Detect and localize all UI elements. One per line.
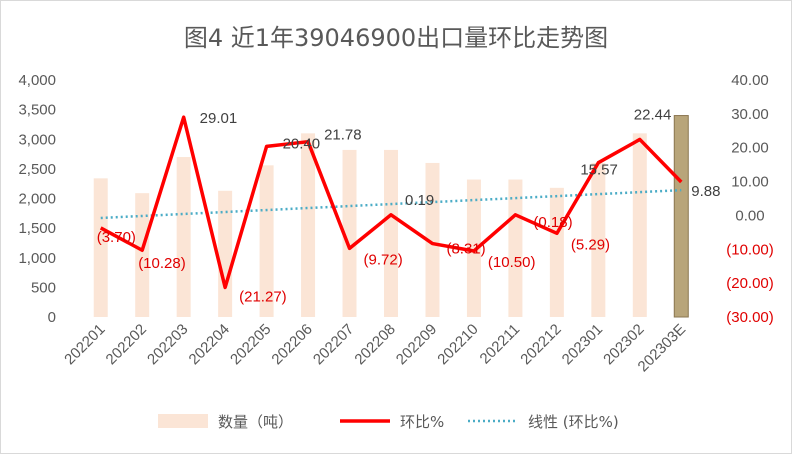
bar-202303E bbox=[673, 115, 689, 318]
bar-202302 bbox=[632, 133, 647, 317]
right-axis: (30.00) (20.00) (10.00) 0.00 10.00 20.00 30.00… bbox=[726, 72, 774, 326]
left-tick-label: 2,000 bbox=[18, 191, 56, 208]
x-tick-label: 202209 bbox=[393, 321, 440, 368]
data-label-202201: (3.70) bbox=[97, 229, 136, 246]
x-tick-label: 202211 bbox=[477, 321, 524, 368]
data-label-202301: 15.57 bbox=[580, 162, 618, 179]
trendline-series bbox=[100, 188, 682, 220]
left-tick-label: 500 bbox=[31, 279, 56, 296]
right-tick-label: 0.00 bbox=[735, 207, 764, 224]
left-tick-label: 0 bbox=[48, 309, 56, 326]
legend-trend-label: 线性 (环比%) bbox=[528, 413, 619, 431]
x-tick-label: 202208 bbox=[351, 321, 398, 368]
data-label-202212: (5.29) bbox=[571, 236, 610, 253]
right-tick-label: 30.00 bbox=[731, 106, 769, 123]
legend-bar-label: 数量（吨） bbox=[218, 413, 293, 431]
bar-202204 bbox=[218, 190, 233, 317]
x-tick-label: 202207 bbox=[310, 321, 357, 368]
data-label-202206: 21.78 bbox=[324, 127, 362, 144]
left-axis: 0 500 1,000 1,500 2,000 2,500 3,000 3,500 4,000 bbox=[18, 72, 56, 326]
x-tick-label: 202301 bbox=[559, 321, 606, 368]
left-tick-label: 3,000 bbox=[18, 131, 56, 148]
x-tick-label: 202201 bbox=[61, 321, 108, 368]
left-tick-label: 4,000 bbox=[18, 72, 56, 89]
x-axis: 2022012022022022032022042022052022062022… bbox=[61, 321, 689, 375]
x-tick-label: 202212 bbox=[517, 321, 564, 368]
bar-202201 bbox=[93, 178, 108, 317]
bar-202203 bbox=[176, 157, 191, 317]
data-label-202207: (9.72) bbox=[364, 251, 403, 268]
legend: 数量（吨） 环比% 线性 (环比%) bbox=[158, 413, 619, 431]
trendline bbox=[100, 188, 682, 220]
data-label-202203: 29.01 bbox=[200, 110, 238, 127]
right-tick-label: (10.00) bbox=[726, 241, 774, 258]
data-label-202211: (0.18) bbox=[533, 214, 572, 231]
right-tick-label: 10.00 bbox=[731, 174, 769, 191]
x-tick-label: 202205 bbox=[227, 321, 274, 368]
chart-title: 图4 近1年39046900出口量环比走势图 bbox=[184, 24, 608, 52]
data-label-202208: 0.19 bbox=[405, 192, 434, 209]
right-tick-label: 40.00 bbox=[731, 72, 769, 89]
line-series bbox=[99, 115, 683, 290]
x-tick-label: 202202 bbox=[103, 321, 150, 368]
left-tick-label: 2,500 bbox=[18, 161, 56, 178]
bar-202202 bbox=[135, 193, 150, 317]
x-tick-label: 202204 bbox=[186, 321, 233, 368]
left-tick-label: 1,000 bbox=[18, 250, 56, 267]
left-tick-label: 1,500 bbox=[18, 220, 56, 237]
bar-202205 bbox=[259, 165, 274, 317]
data-label-202303E: 9.88 bbox=[691, 183, 720, 200]
bar-series bbox=[93, 115, 689, 318]
bar-202207 bbox=[342, 149, 357, 317]
right-tick-label: (30.00) bbox=[726, 309, 774, 326]
legend-bar-swatch bbox=[158, 414, 208, 428]
bar-202301 bbox=[591, 162, 606, 317]
x-tick-label: 202206 bbox=[268, 321, 315, 368]
x-tick-label: 202203 bbox=[144, 321, 191, 368]
bar-202212 bbox=[549, 187, 564, 317]
data-label-202209: (8.31) bbox=[446, 241, 485, 258]
bar-202208 bbox=[384, 149, 398, 317]
left-tick-label: 3,500 bbox=[18, 102, 56, 119]
legend-line-label: 环比% bbox=[400, 413, 444, 431]
right-tick-label: 20.00 bbox=[731, 140, 769, 157]
data-label-202210: (10.50) bbox=[488, 254, 536, 271]
right-tick-label: (20.00) bbox=[726, 275, 774, 292]
bar-202210 bbox=[466, 179, 481, 317]
bar-202206 bbox=[301, 133, 316, 317]
data-label-202204: (21.27) bbox=[239, 288, 287, 305]
bar-202211 bbox=[508, 179, 523, 317]
x-tick-label: 202210 bbox=[434, 321, 481, 368]
data-label-202302: 22.44 bbox=[634, 106, 672, 123]
data-label-202202: (10.28) bbox=[138, 255, 186, 272]
data-label-202205: 20.40 bbox=[283, 135, 321, 152]
